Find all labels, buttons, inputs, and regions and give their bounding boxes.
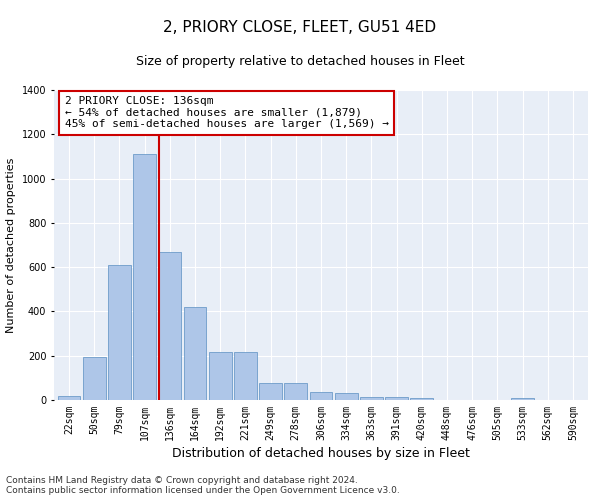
Bar [158,252,181,400]
Bar [360,396,383,400]
Text: 2, PRIORY CLOSE, FLEET, GU51 4ED: 2, PRIORY CLOSE, FLEET, GU51 4ED [163,20,437,35]
Bar [58,396,80,400]
Text: Size of property relative to detached houses in Fleet: Size of property relative to detached ho… [136,55,464,68]
Bar [385,396,408,400]
Bar [184,307,206,400]
Bar [108,265,131,400]
Bar [259,384,282,400]
Bar [335,394,358,400]
Y-axis label: Number of detached properties: Number of detached properties [6,158,16,332]
Bar [511,398,534,400]
Bar [310,392,332,400]
Bar [234,352,257,400]
Text: 2 PRIORY CLOSE: 136sqm
← 54% of detached houses are smaller (1,879)
45% of semi-: 2 PRIORY CLOSE: 136sqm ← 54% of detached… [65,96,389,130]
X-axis label: Distribution of detached houses by size in Fleet: Distribution of detached houses by size … [172,447,470,460]
Text: Contains HM Land Registry data © Crown copyright and database right 2024.
Contai: Contains HM Land Registry data © Crown c… [6,476,400,495]
Bar [133,154,156,400]
Bar [410,398,433,400]
Bar [83,357,106,400]
Bar [284,384,307,400]
Bar [209,352,232,400]
